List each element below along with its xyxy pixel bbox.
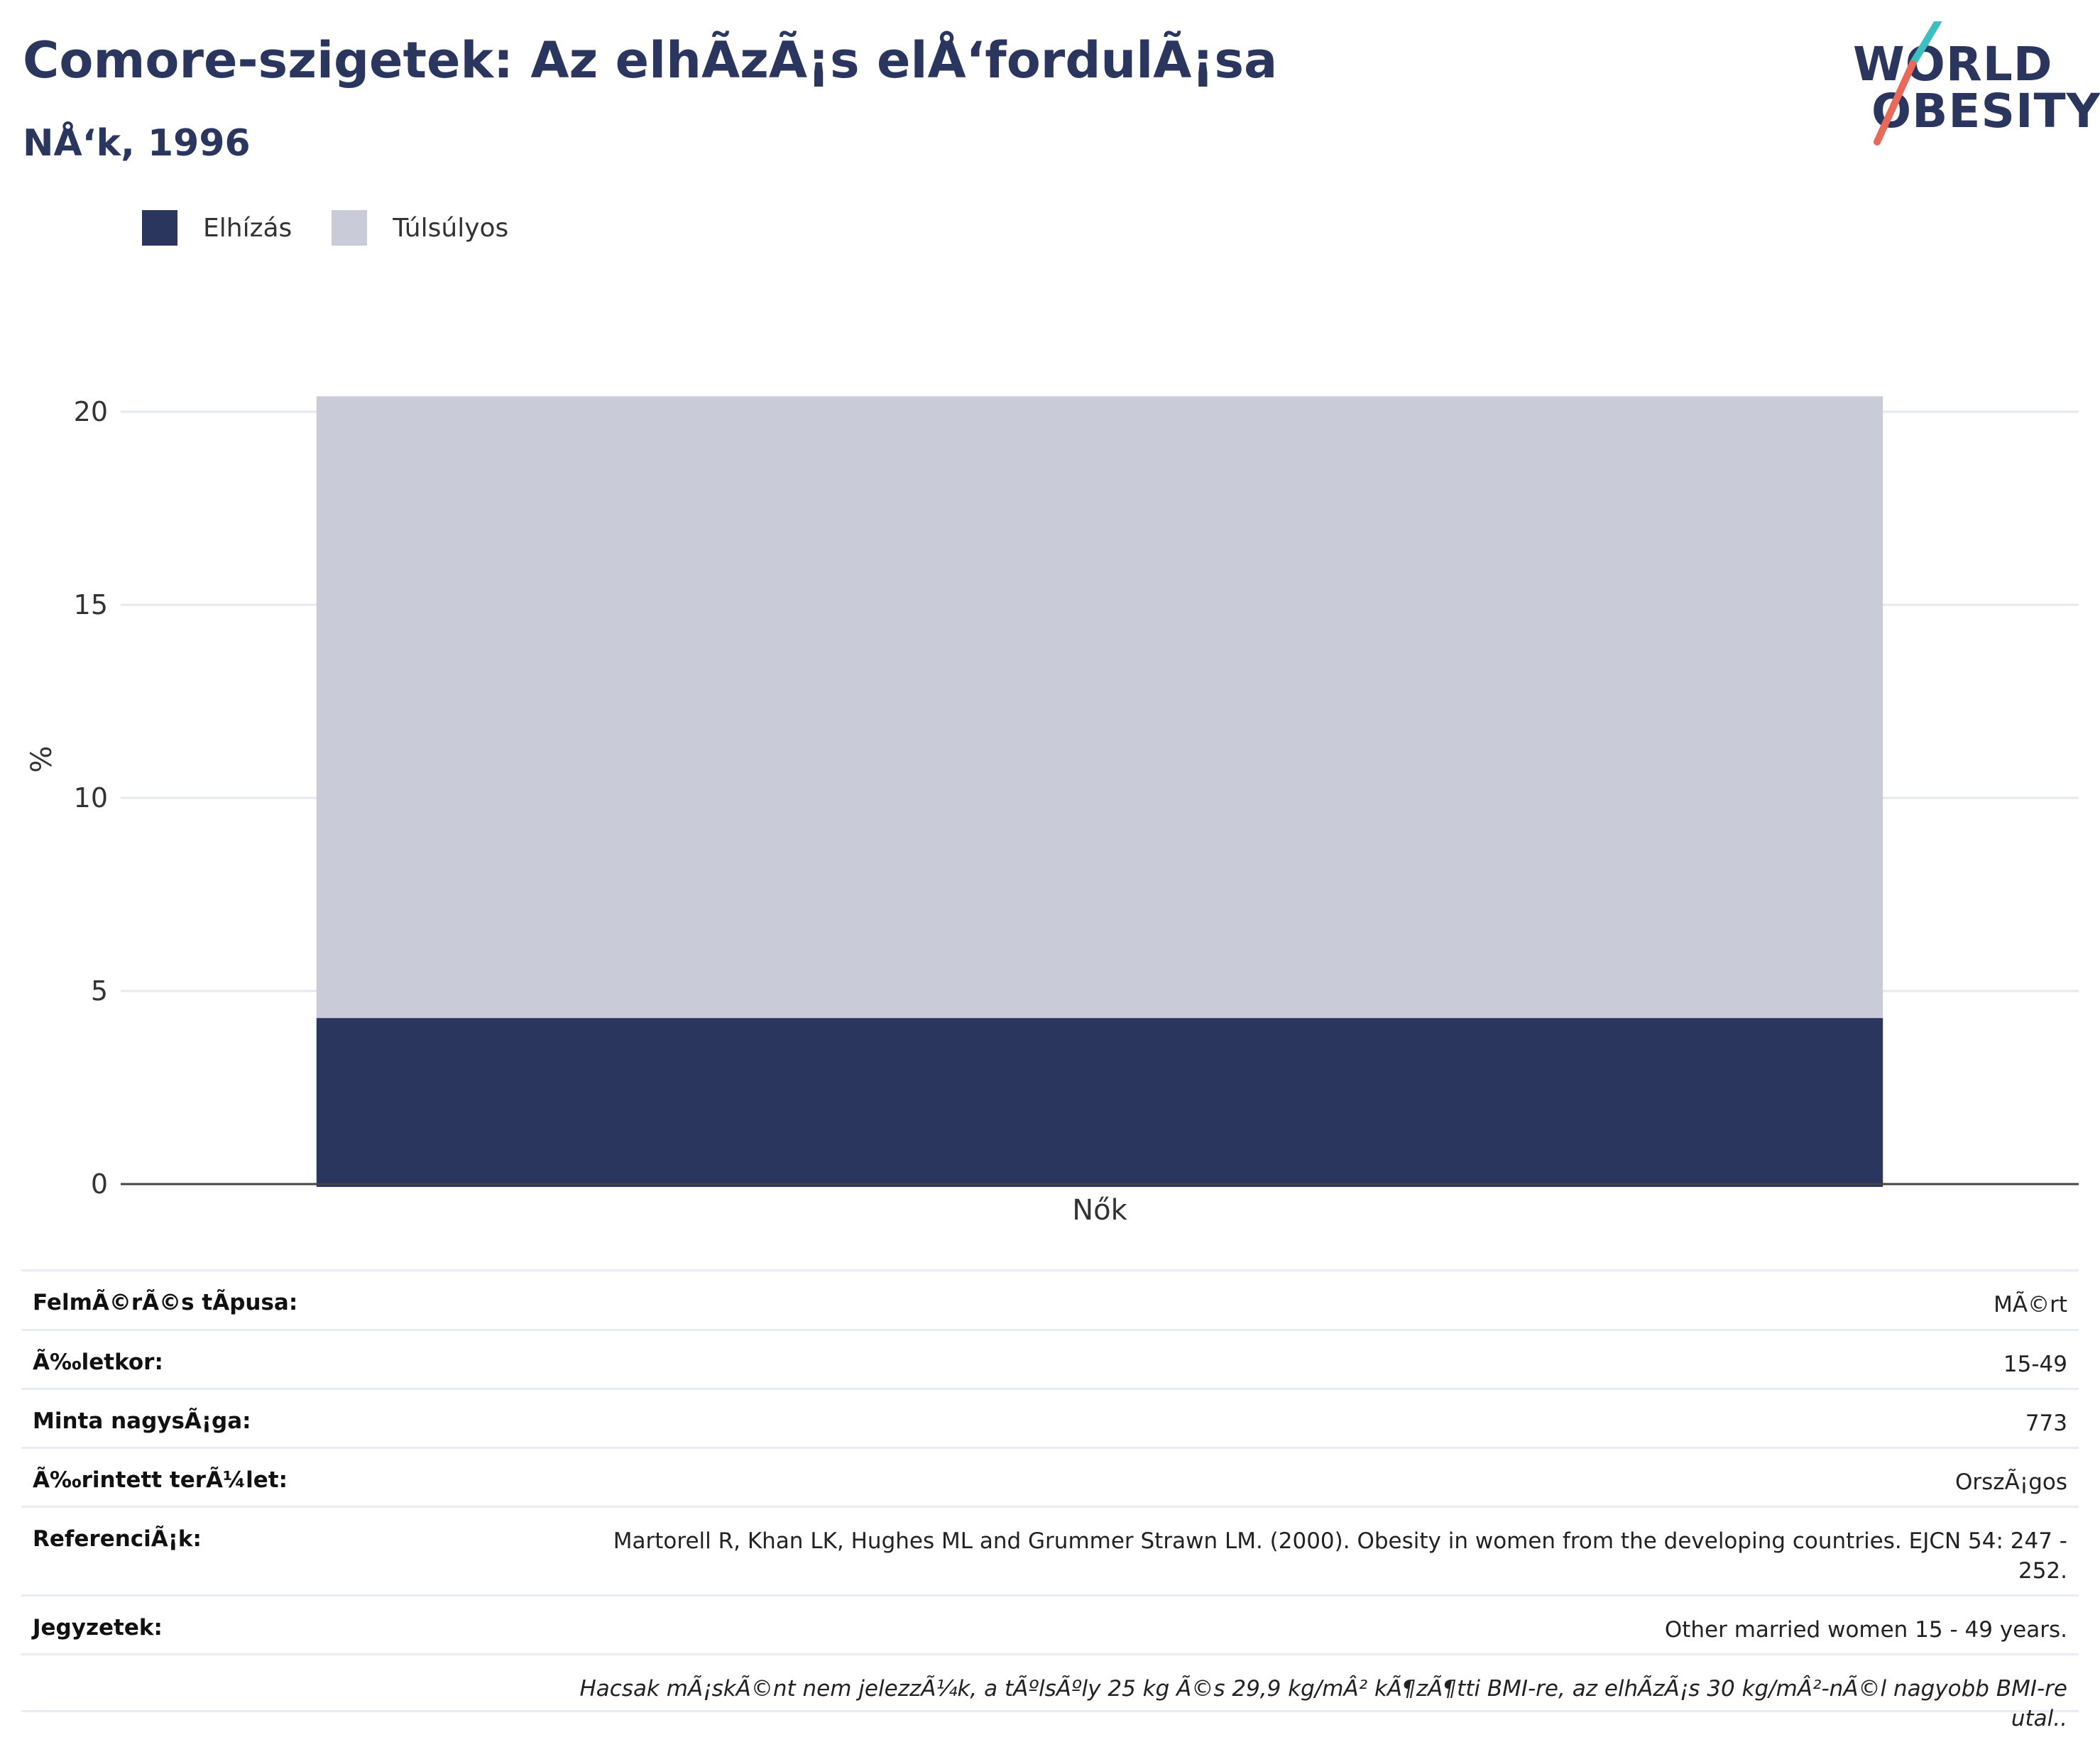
chart-legend: Elhízás Túlsúlyos: [142, 210, 548, 246]
logo-slash-icon: [1874, 21, 1942, 146]
info-value: OrszÃ¡gos: [1955, 1469, 2067, 1495]
info-label: Jegyzetek:: [33, 1615, 163, 1641]
y-tick-label: 20: [74, 396, 108, 427]
legend-swatch-obesity: [142, 210, 177, 246]
info-label: FelmÃ©rÃ©s tÃpusa:: [33, 1290, 298, 1315]
info-label: Minta nagysÃ¡ga:: [33, 1408, 251, 1434]
legend-item-overweight[interactable]: Túlsúlyos: [332, 210, 508, 246]
footnote-text: Hacsak mÃ¡skÃ©nt nem jelezzÃ¼k, a tÃºlsÃ…: [579, 1676, 2067, 1731]
bar-segment-overweight: [316, 396, 1883, 1019]
logo-line-1: WORLD: [1853, 37, 2053, 92]
y-tick-label: 10: [74, 782, 108, 814]
info-value: Martorell R, Khan LK, Hughes ML and Grum…: [613, 1528, 2067, 1584]
info-label: Ã‰letkor:: [33, 1349, 163, 1375]
survey-info-table: FelmÃ©rÃ©s tÃpusa: MÃ©rt Ã‰letkor: 15-49…: [21, 1269, 2079, 1731]
page-subtitle: NÅ‘k, 1996: [23, 122, 251, 165]
y-tick-label: 15: [74, 589, 108, 620]
legend-label-overweight: Túlsúlyos: [393, 213, 509, 243]
info-row-footnote: Hacsak mÃ¡skÃ©nt nem jelezzÃ¼k, a tÃºlsÃ…: [21, 1653, 2079, 1731]
info-value: Other married women 15 - 49 years.: [1664, 1617, 2067, 1643]
logo-line-2: OBESITY: [1871, 84, 2100, 138]
world-obesity-logo: WORLD OBESITY: [1853, 21, 2100, 149]
y-tick-label: 5: [91, 975, 108, 1007]
y-axis-label: %: [26, 746, 58, 773]
info-row-age: Ã‰letkor: 15-49: [21, 1329, 2079, 1388]
info-row-sample-size: Minta nagysÃ¡ga: 773: [21, 1388, 2079, 1447]
x-tick-label: Nők: [1072, 1194, 1127, 1227]
bar-segment-obesity: [316, 1018, 1883, 1187]
page-title: Comore-szigetek: Az elhÃzÃ¡s elÅ‘fordulÃ…: [23, 31, 1278, 89]
info-row-survey-type: FelmÃ©rÃ©s tÃpusa: MÃ©rt: [21, 1269, 2079, 1329]
info-value: MÃ©rt: [1994, 1292, 2067, 1318]
info-row-references: ReferenciÃ¡k: Martorell R, Khan LK, Hugh…: [21, 1506, 2079, 1594]
info-row-notes: Jegyzetek: Other married women 15 - 49 y…: [21, 1594, 2079, 1653]
y-tick-label: 0: [91, 1168, 108, 1200]
info-value: 15-49: [2003, 1352, 2067, 1377]
stacked-bar-chart: 0 5 10 15 20% Nők: [26, 396, 2079, 1227]
info-label: ReferenciÃ¡k:: [33, 1526, 202, 1552]
info-value: 773: [2025, 1411, 2067, 1436]
info-label: Ã‰rintett terÃ¼let:: [33, 1467, 288, 1493]
legend-label-obesity: Elhízás: [203, 213, 292, 243]
info-row-area: Ã‰rintett terÃ¼let: OrszÃ¡gos: [21, 1447, 2079, 1506]
legend-swatch-overweight: [332, 210, 368, 246]
legend-item-obesity[interactable]: Elhízás: [142, 210, 292, 246]
